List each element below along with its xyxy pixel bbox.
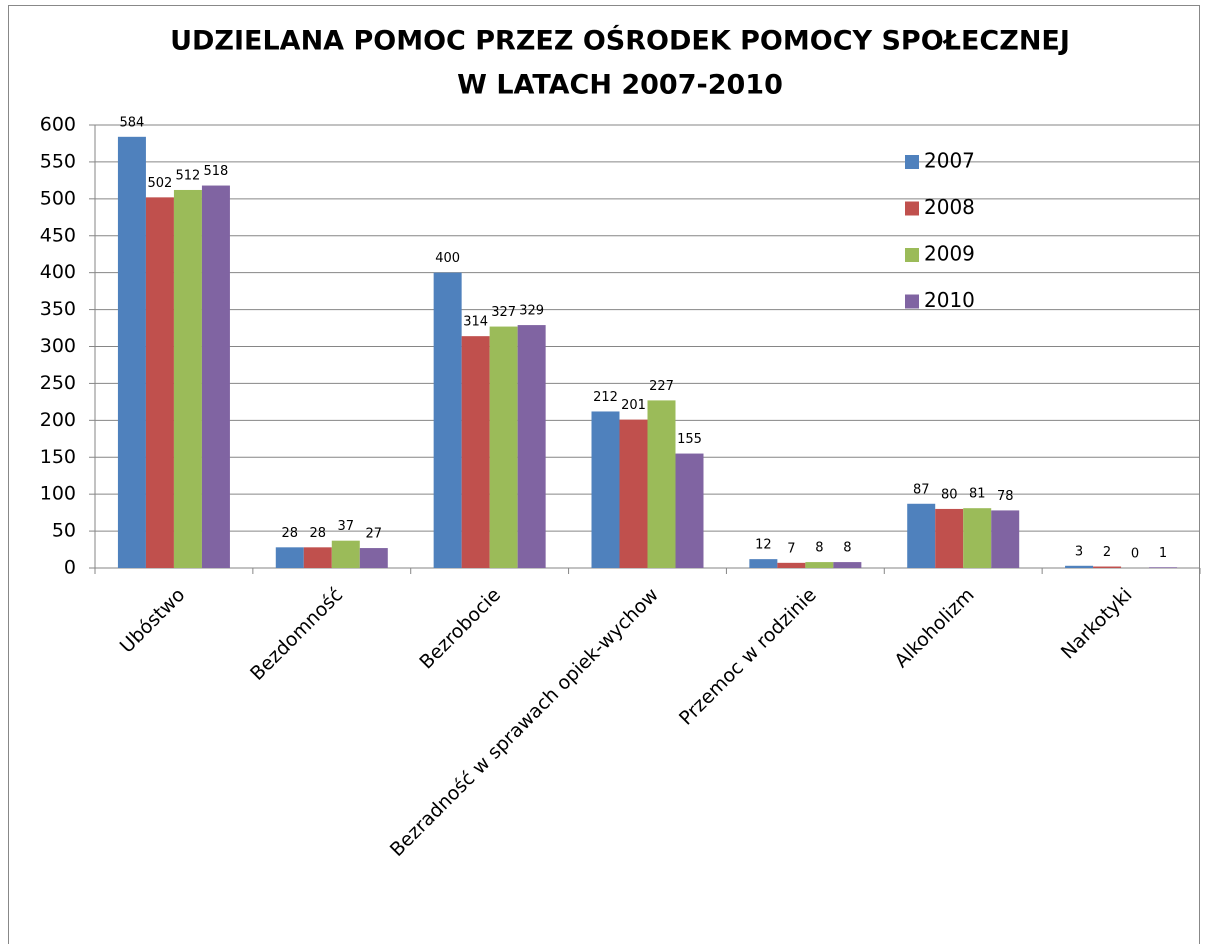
data-label: 80	[941, 487, 958, 502]
bar	[1093, 566, 1122, 568]
legend-label: 2007	[924, 149, 975, 173]
legend-label: 2008	[924, 195, 975, 219]
bar	[591, 411, 620, 568]
bar	[489, 326, 518, 568]
legend-swatch	[905, 294, 919, 309]
bar	[1065, 565, 1094, 568]
bar	[117, 136, 146, 568]
data-label: 2	[1103, 545, 1111, 560]
bar	[675, 453, 704, 568]
chart-title: UDZIELANA POMOC PRZEZ OŚRODEK POMOCY SPO…	[170, 25, 1070, 57]
y-tick-label: 400	[40, 261, 76, 283]
data-label: 28	[310, 526, 327, 541]
legend-swatch	[905, 155, 919, 169]
data-label: 8	[815, 541, 823, 556]
bar	[907, 503, 936, 568]
bar	[1149, 567, 1178, 568]
legend-swatch	[905, 248, 919, 262]
bar	[173, 189, 202, 568]
data-label: 400	[435, 251, 460, 266]
bar	[833, 562, 862, 568]
y-tick-label: 100	[40, 483, 76, 505]
data-label: 512	[176, 168, 201, 183]
bar	[991, 510, 1020, 568]
y-tick-label: 500	[40, 187, 76, 209]
bar	[647, 400, 676, 568]
legend-swatch	[905, 201, 919, 216]
data-label: 12	[755, 538, 772, 553]
y-tick-label: 0	[64, 557, 76, 579]
bar	[619, 419, 648, 568]
bar	[359, 548, 388, 568]
bar	[303, 547, 332, 568]
bar	[201, 185, 230, 568]
y-tick-label: 50	[52, 520, 76, 542]
data-label: 8	[843, 541, 851, 556]
data-label: 28	[282, 526, 299, 541]
y-tick-label: 300	[40, 335, 76, 357]
bar	[963, 508, 992, 568]
data-label: 314	[463, 315, 488, 330]
y-tick-label: 350	[40, 298, 76, 320]
y-tick-label: 600	[40, 114, 76, 136]
legend-label: 2009	[924, 242, 975, 266]
data-label: 87	[913, 482, 930, 497]
chart-title: W LATACH 2007-2010	[457, 70, 783, 101]
data-label: 584	[120, 115, 145, 130]
y-tick-label: 450	[40, 224, 76, 246]
data-label: 201	[621, 398, 646, 413]
bar	[805, 562, 834, 568]
data-label: 27	[366, 527, 383, 542]
data-label: 327	[491, 305, 516, 320]
y-tick-label: 200	[40, 409, 76, 431]
bar	[145, 197, 174, 568]
bar	[777, 562, 806, 568]
y-tick-label: 550	[40, 150, 76, 172]
data-label: 81	[969, 487, 986, 502]
data-label: 518	[204, 164, 229, 179]
bar	[331, 540, 360, 568]
y-tick-label: 150	[40, 446, 76, 468]
bar	[935, 508, 964, 568]
data-label: 212	[593, 390, 618, 405]
data-label: 329	[519, 304, 544, 319]
bar	[433, 272, 462, 568]
data-label: 155	[677, 432, 702, 447]
data-label: 227	[649, 379, 674, 394]
bar	[275, 547, 304, 568]
data-label: 7	[787, 541, 795, 556]
data-label: 1	[1159, 546, 1167, 561]
data-label: 502	[148, 176, 173, 191]
legend-label: 2010	[924, 288, 975, 312]
bar	[749, 559, 778, 568]
y-tick-label: 250	[40, 372, 76, 394]
bar	[517, 325, 546, 568]
bar	[461, 336, 490, 568]
data-label: 3	[1075, 544, 1083, 559]
data-label: 0	[1131, 547, 1139, 562]
data-label: 78	[997, 489, 1014, 504]
data-label: 37	[338, 519, 355, 534]
